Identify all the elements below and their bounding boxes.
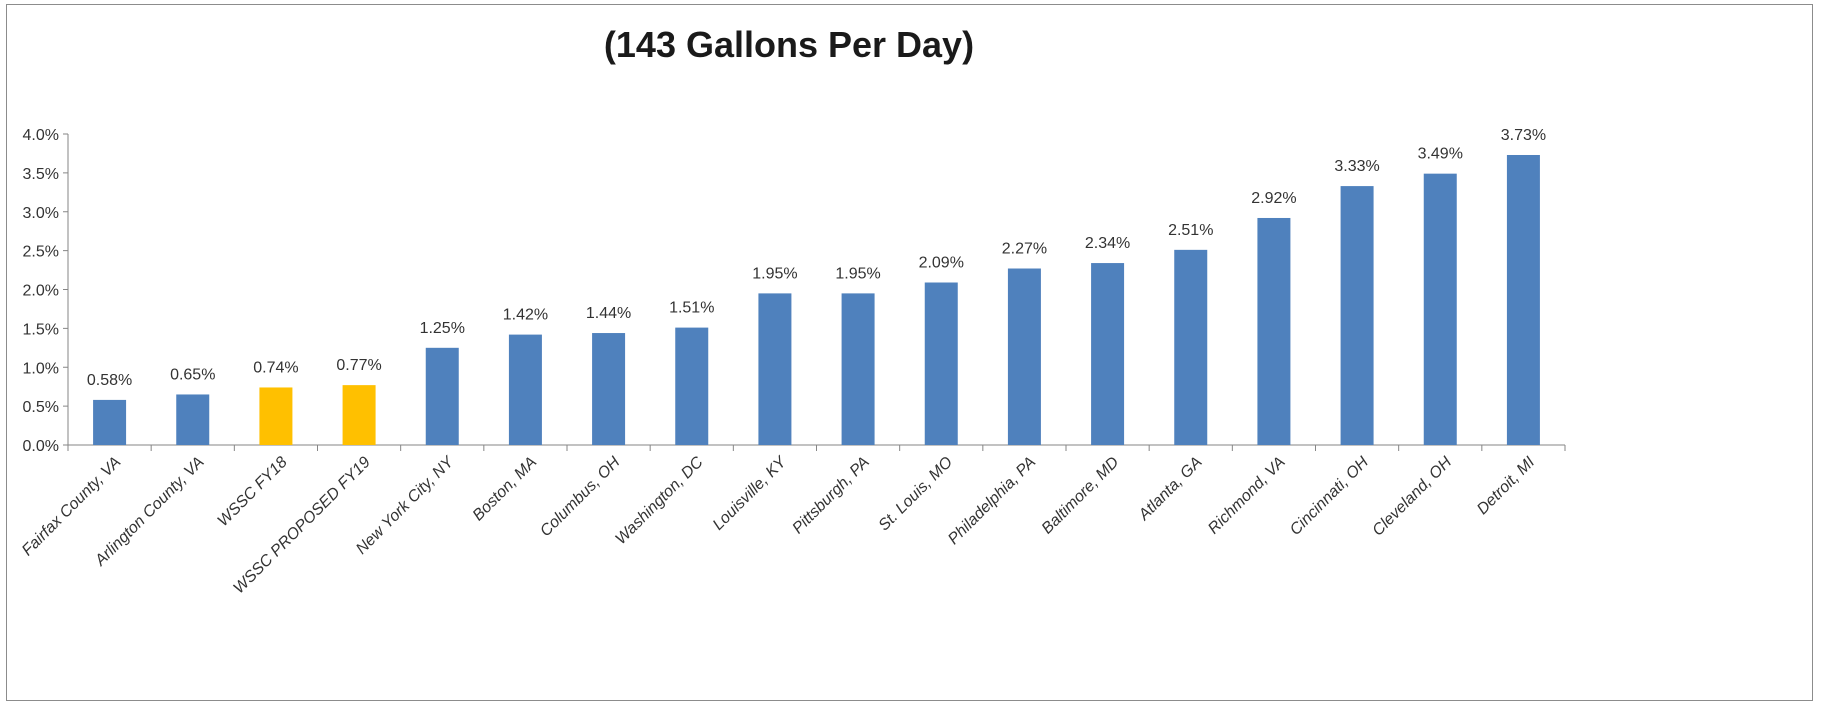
bar — [924, 282, 958, 445]
data-label: 1.44% — [586, 305, 631, 322]
bar — [1340, 186, 1374, 445]
data-label: 2.27% — [1002, 241, 1047, 258]
y-tick-label: 0.0% — [23, 438, 59, 455]
data-label: 1.95% — [835, 265, 880, 282]
bar — [425, 347, 459, 445]
value-labels-group: 0.58% 0.65% 0.74% 0.77% 1.25% 1.42% 1.44% 1.51%… — [87, 127, 1546, 389]
bar — [93, 399, 127, 445]
x-tick-label: Cleveland, OH — [1369, 453, 1455, 539]
y-tick-label: 2.0% — [23, 283, 59, 300]
bar — [176, 394, 210, 445]
data-label: 2.51% — [1168, 222, 1213, 239]
y-tick-label: 0.5% — [23, 399, 59, 416]
y-tick-label: 1.5% — [23, 321, 59, 338]
y-tick-label: 1.0% — [23, 360, 59, 377]
y-tick-label: 2.5% — [23, 244, 59, 261]
bar — [1007, 268, 1041, 445]
data-label: 3.33% — [1334, 158, 1379, 175]
data-label: 1.51% — [669, 300, 714, 317]
bar — [592, 333, 626, 445]
y-tick-label: 3.5% — [23, 166, 59, 183]
bar — [1091, 263, 1125, 445]
x-tick-label: Philadelphia, PA — [945, 454, 1039, 548]
data-label: 3.73% — [1501, 127, 1546, 144]
x-tick-label: Detroit, MI — [1474, 453, 1539, 518]
bar — [1506, 154, 1540, 445]
data-label: 1.42% — [503, 307, 548, 324]
data-label: 3.49% — [1418, 146, 1463, 163]
bar — [342, 385, 376, 445]
x-tick-label: Pittsburgh, PA — [789, 454, 873, 538]
x-tick-label: Boston, MA — [470, 454, 541, 525]
x-tick-label: Washington, DC — [612, 453, 707, 548]
chart-title: (143 Gallons Per Day) — [604, 24, 974, 65]
x-tick-label: WSSC FY18 — [215, 454, 291, 530]
data-label: 2.34% — [1085, 235, 1130, 252]
bar — [758, 293, 792, 445]
bars-group — [93, 154, 1540, 445]
bar — [508, 334, 542, 445]
data-label: 0.77% — [336, 357, 381, 374]
x-tick-label: Louisville, KY — [710, 453, 791, 534]
x-tick-label: Cincinnati, OH — [1287, 453, 1372, 538]
y-axis: 0.0% 0.5% 1.0% 1.5% 2.0% 2.5% 3.0% 3.5% 4.0% — [23, 127, 69, 455]
x-tick-label: Baltimore, MD — [1039, 453, 1123, 537]
x-axis — [67, 444, 1566, 451]
data-label: 2.09% — [919, 255, 964, 272]
y-tick-label: 4.0% — [23, 127, 59, 144]
bar — [841, 293, 875, 445]
data-label: 0.74% — [253, 359, 298, 376]
x-tick-label: WSSC PROPOSED FY19 — [230, 454, 373, 597]
bar — [1257, 217, 1291, 445]
x-tick-label: Richmond, VA — [1205, 454, 1289, 538]
data-label: 0.58% — [87, 372, 132, 389]
bar — [1423, 173, 1457, 445]
y-tick-label: 3.0% — [23, 205, 59, 222]
x-tick-label: St. Louis, MO — [876, 454, 957, 535]
x-tick-label: Columbus, OH — [537, 453, 624, 540]
bar — [675, 327, 709, 445]
data-label: 0.65% — [170, 366, 215, 383]
data-label: 2.92% — [1251, 190, 1296, 207]
data-label: 1.25% — [420, 320, 465, 337]
data-label: 1.95% — [752, 265, 797, 282]
x-tick-label: Atlanta, GA — [1135, 454, 1206, 525]
bar — [259, 387, 293, 445]
bar — [1174, 249, 1208, 445]
